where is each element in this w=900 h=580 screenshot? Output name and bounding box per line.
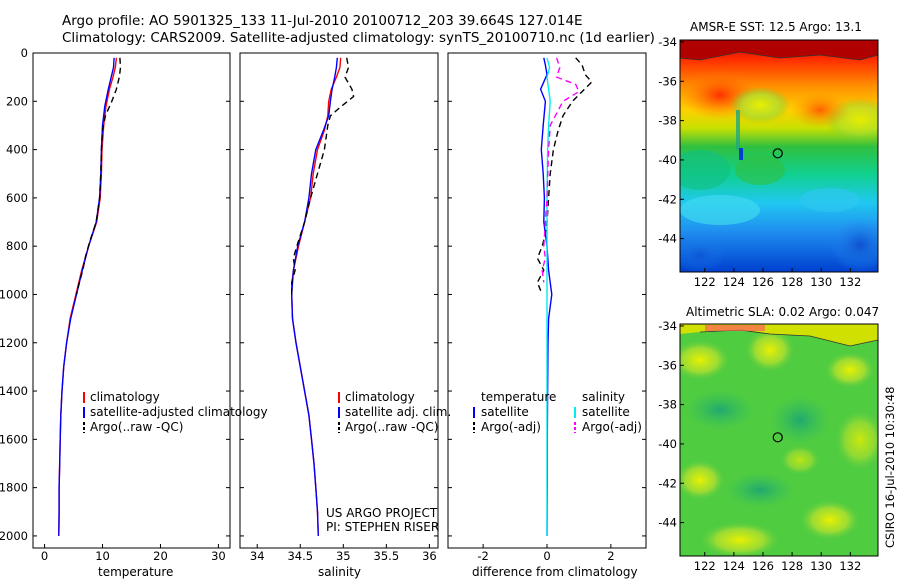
sla-map-title: Altimetric SLA: 0.02 Argo: 0.047 [686, 305, 880, 319]
temperature-series-argo-raw-qc- [75, 57, 122, 295]
depth-tick-label: 600 [6, 191, 28, 205]
difference-xlabel: difference from climatology [472, 565, 638, 579]
sst_map-ytick-label: -42 [658, 192, 677, 206]
sst_map-xtick-label: 122 [694, 275, 716, 289]
depth-tick-label: 400 [6, 143, 28, 157]
salinity-xtick-label: 34 [250, 549, 265, 563]
sst_map-xtick-label: 126 [752, 275, 774, 289]
sla-map-image [680, 324, 878, 556]
sal-legend-climatology: climatology [345, 390, 415, 404]
sla_map-xtick-label: 126 [752, 559, 774, 573]
sst_map-xtick-label: 128 [781, 275, 803, 289]
depth-tick-label: 1200 [0, 336, 28, 350]
sst_map-ytick-label: -40 [658, 153, 677, 167]
depth-tick-label: 1400 [0, 384, 28, 398]
temperature-xtick-label: 0 [41, 549, 48, 563]
salinity-xtick-label: 35.5 [374, 549, 400, 563]
depth-tick-label: 800 [6, 239, 28, 253]
diff-legend-temp-title: temperature [481, 390, 557, 404]
salinity-xtick-label: 36 [422, 549, 437, 563]
depth-tick-label: 0 [21, 46, 28, 60]
difference-series-temperature-argo-adj- [536, 57, 593, 295]
sst-map-image [680, 40, 878, 272]
sla_map-ytick-label: -36 [658, 358, 677, 372]
temperature-xtick-label: 20 [153, 549, 168, 563]
sla_map-ytick-label: -44 [658, 516, 677, 530]
sst_map-xtick-label: 132 [839, 275, 861, 289]
page-title-line2: Climatology: CARS2009. Satellite-adjuste… [62, 30, 655, 46]
sla_map-xtick-label: 132 [839, 559, 861, 573]
temp-legend-satellite: satellite-adjusted climatology [90, 405, 268, 419]
diff-legend-sal-title: salinity [582, 390, 626, 404]
salinity-xtick-label: 34.5 [287, 549, 313, 563]
project-name: US ARGO PROJECT [326, 506, 438, 520]
salinity-series-argo-raw-qc- [291, 57, 355, 295]
salinity-series-climatology [291, 57, 342, 536]
sal-legend-argo: Argo(..raw -QC) [345, 420, 439, 434]
depth-tick-label: 1800 [0, 481, 28, 495]
diff-legend-sal-satellite: satellite [582, 405, 630, 419]
difference-series-salinity-satellite [546, 57, 551, 536]
difference-xtick-label: 0 [543, 549, 550, 563]
sla_map-argo-marker [772, 432, 783, 443]
sla_map-xtick-label: 124 [723, 559, 745, 573]
difference-series-temperature-satellite [539, 57, 553, 536]
sla_map-xtick-label: 128 [781, 559, 803, 573]
depth-tick-label: 1000 [0, 287, 28, 301]
temp-legend-climatology: climatology [90, 390, 160, 404]
sst_map-xtick-label: 130 [810, 275, 832, 289]
depth-tick-label: 2000 [0, 529, 28, 543]
diff-legend-sal-argo: Argo(-adj) [582, 420, 642, 434]
sst_map-xtick-label: 124 [723, 275, 745, 289]
sst_map-argo-marker [772, 148, 783, 159]
diff-legend-temp-argo: Argo(-adj) [481, 420, 541, 434]
sst_map-ytick-label: -44 [658, 232, 677, 246]
temperature-xlabel: temperature [98, 565, 174, 579]
credit-text: CSIRO 16-Jul-2010 10:30:48 [883, 386, 897, 548]
sla_map-xtick-label: 122 [694, 559, 716, 573]
difference-series-salinity-argo-adj- [541, 57, 580, 283]
sst-map-title: AMSR-E SST: 12.5 Argo: 13.1 [690, 20, 862, 34]
temperature-series-climatology [58, 57, 118, 536]
page-title-line1: Argo profile: AO 5901325_133 11-Jul-2010… [62, 13, 583, 29]
difference-xtick-label: 2 [607, 549, 614, 563]
temperature-xtick-label: 30 [211, 549, 226, 563]
diff-legend-temp-satellite: satellite [481, 405, 529, 419]
salinity-xlabel: salinity [318, 565, 362, 579]
salinity-axes-frame [239, 52, 439, 549]
difference-xtick-label: -2 [477, 549, 488, 563]
temperature-xtick-label: 10 [95, 549, 110, 563]
depth-tick-label: 200 [6, 94, 28, 108]
sst_map-ytick-label: -38 [658, 114, 677, 128]
temp-legend-argo: Argo(..raw -QC) [90, 420, 184, 434]
sla_map-ytick-label: -34 [658, 319, 677, 333]
sla_map-ytick-label: -40 [658, 437, 677, 451]
sal-legend-satellite: satellite adj. clim. [345, 405, 452, 419]
sst_map-ytick-label: -36 [658, 74, 677, 88]
salinity-xtick-label: 35 [336, 549, 351, 563]
temperature-series-satellite-adjusted-climatology [58, 57, 115, 536]
temperature-axes-frame [32, 52, 231, 549]
sst_map-ytick-label: -34 [658, 35, 677, 49]
sla_map-xtick-label: 130 [810, 559, 832, 573]
depth-tick-label: 1600 [0, 432, 28, 446]
sla_map-ytick-label: -38 [658, 398, 677, 412]
salinity-series-satellite-adj-clim- [290, 57, 338, 536]
project-pi: PI: STEPHEN RISER [326, 520, 440, 534]
sla_map-ytick-label: -42 [658, 476, 677, 490]
